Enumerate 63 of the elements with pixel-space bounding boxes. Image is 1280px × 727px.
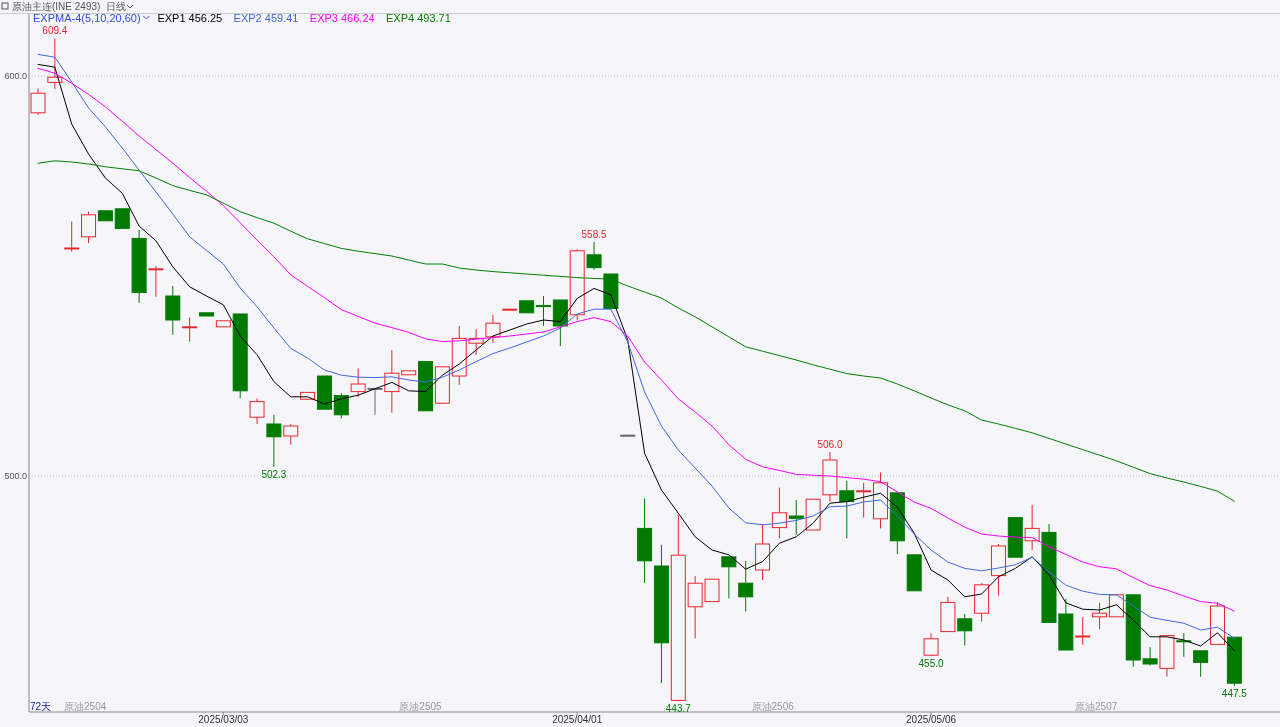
candlestick <box>215 320 231 328</box>
x-tick-label: 2025/03/03 <box>198 714 249 725</box>
text: EXP4 493.71 <box>386 12 451 24</box>
candlestick <box>839 480 855 539</box>
annotation: 原油2507 <box>1075 701 1118 712</box>
candlestick <box>771 487 787 539</box>
text: 443.7 <box>665 703 691 715</box>
candlestick <box>485 314 501 344</box>
candlestick <box>316 375 332 410</box>
candlestick <box>873 471 888 529</box>
text: 558.5 <box>581 229 607 240</box>
legend-title: EXPMA-4(5,10,20,60) <box>33 12 141 24</box>
candlestick <box>721 556 737 599</box>
candlestick <box>653 544 669 684</box>
candlestick <box>30 87 46 116</box>
candlestick <box>788 499 804 536</box>
candlestick <box>1024 504 1040 551</box>
candlestick <box>889 492 905 555</box>
candlestick <box>536 295 551 327</box>
text: 502.3 <box>261 468 287 480</box>
candlestick <box>755 523 771 581</box>
candlestick <box>249 397 265 425</box>
candlestick <box>1193 650 1209 678</box>
candlestick <box>97 210 113 222</box>
candlestick <box>47 37 63 90</box>
candlestick <box>1007 517 1023 558</box>
annotation: 原油2504 <box>64 701 107 712</box>
candlestick <box>906 554 922 592</box>
candlestick <box>586 241 602 271</box>
text: EXP2 459.41 <box>233 12 299 24</box>
x-tick-label: 2025/05/06 <box>906 714 957 725</box>
candlestick <box>148 265 164 298</box>
candlestick <box>1108 594 1124 618</box>
text: 447.5 <box>1221 688 1247 699</box>
annotation: 原油2506 <box>751 701 795 712</box>
candlestick <box>738 560 754 613</box>
text: 506.0 <box>817 439 843 450</box>
candlestick <box>367 387 383 416</box>
candlestick <box>822 451 838 503</box>
candlestick <box>519 300 535 314</box>
chart-title: 原油主连(INE 2493) <box>12 1 101 12</box>
candlestick <box>165 285 181 336</box>
candlestick <box>603 273 619 309</box>
line-series <box>37 160 1235 502</box>
candlestick <box>131 229 147 304</box>
candlestick <box>266 414 282 468</box>
text: 455.0 <box>918 658 944 669</box>
candlestick <box>199 312 214 317</box>
annotation: 原油2505 <box>399 701 443 712</box>
candlestick <box>114 208 130 229</box>
candlestick <box>620 434 636 437</box>
y-tick-label: 600.0 <box>4 71 27 81</box>
chart-subtitle: 日线 <box>106 1 126 12</box>
candlestick <box>805 498 821 531</box>
candlestick <box>637 497 653 584</box>
text: EXP1 456.25 <box>157 12 223 24</box>
annotation: 72天 <box>30 701 52 712</box>
text: 609.4 <box>42 25 68 37</box>
x-tick-label: 2025/04/01 <box>552 714 603 725</box>
y-tick-label: 500.0 <box>4 471 27 481</box>
candlestick <box>1159 635 1175 678</box>
candlestick <box>418 361 434 412</box>
text: EXP3 466.24 <box>309 12 375 24</box>
